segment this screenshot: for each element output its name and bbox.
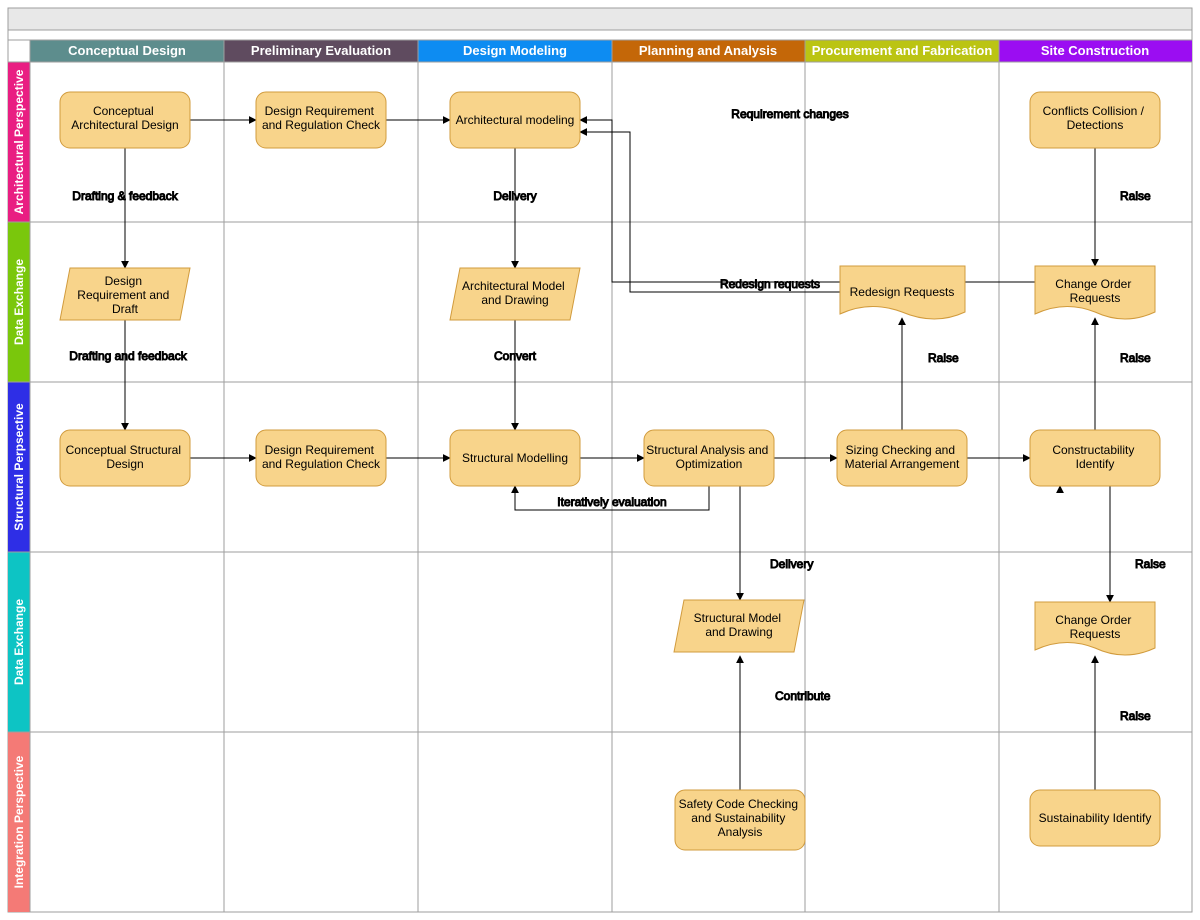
edge-label-req-changes: Requirement changes (731, 107, 848, 121)
node-sizing: Sizing Checking and Material Arrangement (837, 430, 967, 486)
col-header-design-modeling: Design Modeling (463, 43, 567, 58)
edge-label-raise5: Raise (1120, 709, 1151, 723)
edge-label-delivery2: Delivery (770, 557, 813, 571)
edge-label-drafting1: Drafting & feedback (72, 189, 178, 203)
svg-text:Sizing Checking and Ma: Sizing Checking and Material Arrangement (845, 443, 960, 471)
node-conceptual-structural: Conceptual Structural Design (60, 430, 190, 486)
node-arch-model-dwg: Architectural Model and Drawing (450, 268, 580, 320)
node-conflicts: Conflicts Collision / Detections (1030, 92, 1160, 148)
pool-title-bar (8, 8, 1192, 30)
edge-label-raise3: Raise (1120, 351, 1151, 365)
row-header-integration: Integration Perspective (12, 755, 26, 888)
svg-text:Sustainability Identify: Sustainability Identify (1039, 811, 1152, 825)
svg-text:Design Requirement and: Design Requirement and Regulation Check (262, 443, 381, 471)
edge-label-raise2: Raise (928, 351, 959, 365)
node-struct-model-dwg: Structural Model and Drawing (674, 600, 804, 652)
svg-text:Redesign Requests: Redesign Requests (850, 285, 955, 299)
node-arch-modeling: Architectural modeling (450, 92, 580, 148)
nodes: Conceptual Architectural Design Design R… (60, 92, 1160, 850)
edge-label-iter: Iteratively evaluation (557, 495, 666, 509)
column-headers: Conceptual Design Preliminary Evaluation… (8, 40, 1192, 62)
col-header-preliminary: Preliminary Evaluation (251, 43, 391, 58)
row-header-data-exchange-2: Data Exchange (12, 599, 26, 685)
edge-label-raise4: Raise (1135, 557, 1166, 571)
node-conceptual-architectural: Conceptual Architectural Design (60, 92, 190, 148)
svg-text:Structural Modelling: Structural Modelling (462, 451, 568, 465)
swimlane-diagram: Architectural Perspective Data Exchange … (0, 0, 1200, 920)
node-constructability: Constructability Identify (1030, 430, 1160, 486)
node-redesign-requests: Redesign Requests (840, 266, 965, 319)
edges: Drafting & feedback Delivery Raise Requi… (69, 107, 1166, 790)
col-header-procurement: Procurement and Fabrication (812, 43, 993, 58)
svg-text:Design Requirement and: Design Requirement and Regulation Check (262, 104, 381, 132)
svg-text:Architectural modeling: Architectural modeling (456, 113, 575, 127)
node-structural-modelling: Structural Modelling (450, 430, 580, 486)
edge-label-contribute: Contribute (775, 689, 831, 703)
edge-label-raise1: Raise (1120, 189, 1151, 203)
svg-text:Structural Model and D: Structural Model and Drawing (694, 611, 785, 639)
node-design-draft: Design Requirement and Draft (60, 268, 190, 320)
col-header-planning: Planning and Analysis (639, 43, 777, 58)
node-structural-analysis: Structural Analysis and Optimization (644, 430, 774, 486)
node-req-check-1: Design Requirement and Regulation Check (256, 92, 386, 148)
node-change-order-2: Change Order Requests (1035, 602, 1155, 655)
node-sustainability: Sustainability Identify (1030, 790, 1160, 846)
row-headers: Architectural Perspective Data Exchange … (8, 62, 30, 912)
row-header-data-exchange-1: Data Exchange (12, 259, 26, 345)
row-header-architectural: Architectural Perspective (12, 69, 26, 214)
node-req-check-2: Design Requirement and Regulation Check (256, 430, 386, 486)
edge-label-redesign: Redesign requests (720, 277, 820, 291)
edge-label-convert: Convert (494, 349, 537, 363)
node-safety: Safety Code Checking and Sustainability … (675, 790, 805, 850)
edge-label-drafting2: Drafting and feedback (69, 349, 187, 363)
row-header-structural: Structural Perpsective (12, 403, 26, 531)
node-change-order-1: Change Order Requests (1035, 266, 1155, 319)
edge-label-delivery1: Delivery (493, 189, 536, 203)
col-header-conceptual: Conceptual Design (68, 43, 186, 58)
col-header-site: Site Construction (1041, 43, 1149, 58)
